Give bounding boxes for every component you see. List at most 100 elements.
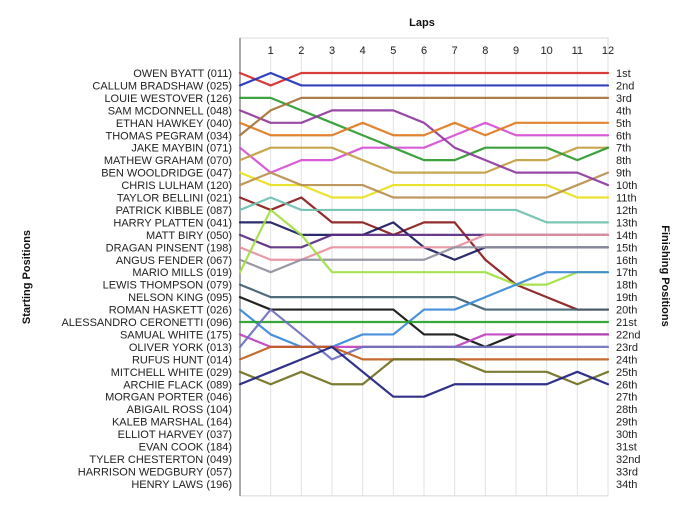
finishing-position-label: 27th <box>616 392 637 404</box>
finishing-position-label: 15th <box>616 242 637 254</box>
finishing-position-label: 14th <box>616 230 637 242</box>
starting-position-label: SAM MCDONNELL (048) <box>108 105 232 117</box>
starting-position-label: ABIGAIL ROSS (104) <box>127 404 232 416</box>
lap-tick-label: 9 <box>513 45 519 57</box>
starting-position-label: TYLER CHESTERTON (049) <box>89 454 232 466</box>
finishing-position-label: 13th <box>616 217 637 229</box>
finishing-position-label: 18th <box>616 280 637 292</box>
lap-tick-label: 8 <box>482 45 488 57</box>
series-line <box>238 208 610 286</box>
starting-position-label: CALLUM BRADSHAW (025) <box>92 80 232 92</box>
finishing-position-label: 25th <box>616 367 637 379</box>
starting-position-label: SAMUAL WHITE (175) <box>120 329 232 341</box>
finishing-position-label: 29th <box>616 417 637 429</box>
finishing-position-label: 3rd <box>616 93 632 105</box>
starting-position-label: JAKE MAYBIN (071) <box>131 143 232 155</box>
finishing-position-label: 26th <box>616 379 637 391</box>
y-axis-left-title: Starting Positions <box>21 230 33 324</box>
starting-position-label: HENRY LAWS (196) <box>131 479 232 491</box>
starting-position-label: NELSON KING (095) <box>128 292 232 304</box>
finishing-position-label: 19th <box>616 292 637 304</box>
lap-tick-label: 4 <box>360 45 366 57</box>
finishing-position-label: 22nd <box>616 329 640 341</box>
series-line <box>238 196 610 224</box>
series-line <box>238 358 610 386</box>
starting-position-label: MATHEW GRAHAM (070) <box>104 155 232 167</box>
starting-position-label: ETHAN HAWKEY (040) <box>116 118 232 130</box>
starting-position-label: DRAGAN PINSENT (198) <box>106 242 232 254</box>
finishing-position-label: 34th <box>616 479 637 491</box>
lap-tick-label: 1 <box>268 45 274 57</box>
series-line <box>238 121 610 174</box>
series-line <box>238 146 610 174</box>
finishing-position-label: 20th <box>616 305 637 317</box>
lap-tick-label: 2 <box>298 45 304 57</box>
starting-position-label: LOUIE WESTOVER (126) <box>104 93 232 105</box>
series-line <box>238 109 610 187</box>
finishing-position-label: 5th <box>616 118 631 130</box>
starting-position-label: TAYLOR BELLINI (021) <box>117 193 232 205</box>
finishing-position-label: 30th <box>616 429 637 441</box>
finishing-position-label: 17th <box>616 267 637 279</box>
finishing-position-label: 2nd <box>616 80 634 92</box>
series-line <box>238 96 610 137</box>
starting-position-label: MATT BIRY (050) <box>146 230 232 242</box>
starting-position-label: EVAN COOK (184) <box>139 442 232 454</box>
lap-tick-label: 6 <box>421 45 427 57</box>
starting-position-label: MARIO MILLS (019) <box>132 267 232 279</box>
finishing-position-label: 11th <box>616 193 637 205</box>
starting-position-label: ANGUS FENDER (067) <box>116 255 232 267</box>
grid-layer <box>239 37 609 497</box>
starting-position-label: MORGAN PORTER (046) <box>105 392 232 404</box>
starting-position-label: BEN WOOLDRIDGE (047) <box>101 168 232 180</box>
starting-position-label: ELLIOT HARVEY (037) <box>118 429 232 441</box>
finishing-position-label: 24th <box>616 354 637 366</box>
finishing-position-label: 28th <box>616 404 637 416</box>
series-line <box>238 71 610 87</box>
series-layer <box>238 71 610 398</box>
finishing-position-label: 12th <box>616 205 637 217</box>
lap-tick-label: 10 <box>541 45 553 57</box>
starting-position-label: THOMAS PEGRAM (034) <box>105 130 232 142</box>
series-line <box>238 196 610 311</box>
lap-tick-label: 5 <box>390 45 396 57</box>
series-line <box>238 283 610 311</box>
series-line <box>238 121 610 137</box>
y-axis-right-title: Finishing Positions <box>659 225 671 326</box>
starting-position-label: HARRISON WEDGBURY (057) <box>78 466 232 478</box>
starting-position-label: ROMAN HASKETT (026) <box>109 305 232 317</box>
finishing-position-label: 7th <box>616 143 631 155</box>
finishing-position-label: 21st <box>616 317 637 329</box>
series-line <box>238 171 610 199</box>
series-line <box>238 71 610 87</box>
finishing-position-label: 31st <box>616 442 637 454</box>
lap-tick-label: 11 <box>572 45 583 57</box>
series-line <box>238 345 610 398</box>
finishing-position-label: 1st <box>616 68 631 80</box>
finishing-position-label: 33rd <box>616 466 638 478</box>
finishing-position-label: 32nd <box>616 454 640 466</box>
starting-position-label: RUFUS HUNT (014) <box>132 354 232 366</box>
starting-position-label: LEWIS THOMPSON (079) <box>103 280 232 292</box>
finishing-position-label: 9th <box>616 168 631 180</box>
starting-position-label: HARRY PLATTEN (041) <box>113 217 232 229</box>
starting-position-label: MITCHELL WHITE (029) <box>111 367 232 379</box>
starting-position-label: KALEB MARSHAL (164) <box>112 417 232 429</box>
lap-tick-label: 12 <box>602 45 614 57</box>
series-line <box>238 96 610 162</box>
finishing-position-label: 16th <box>616 255 637 267</box>
starting-position-label: CHRIS LULHAM (120) <box>121 180 232 192</box>
finishing-position-label: 23rd <box>616 342 638 354</box>
x-axis-title: Laps <box>409 17 435 29</box>
starting-position-label: ALESSANDRO CERONETTI (096) <box>61 317 232 329</box>
finishing-position-label: 10th <box>616 180 637 192</box>
finishing-position-label: 8th <box>616 155 631 167</box>
series-line <box>238 308 610 361</box>
starting-position-label: PATRICK KIBBLE (087) <box>116 205 232 217</box>
finishing-position-label: 6th <box>616 130 631 142</box>
lap-tick-label: 3 <box>329 45 335 57</box>
starting-position-label: ARCHIE FLACK (089) <box>123 379 232 391</box>
